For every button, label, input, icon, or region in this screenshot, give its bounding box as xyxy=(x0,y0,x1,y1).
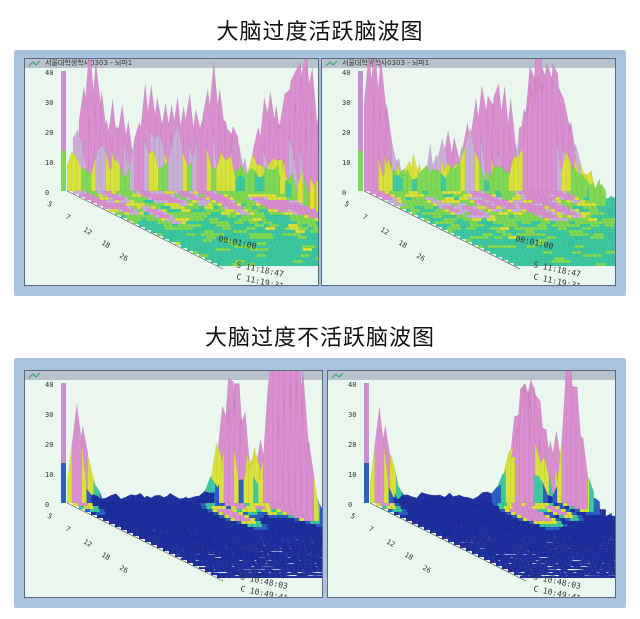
channel-tick-label: 5 xyxy=(46,200,54,209)
z-axis-bar-low xyxy=(61,463,66,503)
channel-tick-label: 7 xyxy=(367,525,375,534)
section-title-active: 大脑过度活跃脑波图 xyxy=(216,20,424,45)
channel-tick-label: 7 xyxy=(64,525,72,534)
channel-tick-label: 26 xyxy=(118,252,129,263)
eeg-window-icon xyxy=(325,60,338,67)
z-axis-bar xyxy=(364,383,369,503)
eeg-window-active-right[interactable]: 서울대학생학사0303 - 뇌파1 40 30 20 10 0 5 7 12 18 26 00:01… xyxy=(321,58,616,286)
y-tick-label: 30 xyxy=(342,99,350,107)
channel-tick-label: 5 xyxy=(343,200,351,209)
eeg-surface xyxy=(369,371,615,579)
channel-tick-label: 5 xyxy=(349,512,357,521)
y-tick-label: 10 xyxy=(348,471,356,479)
z-axis-bar-low xyxy=(61,151,66,191)
y-tick-label: 0 xyxy=(342,189,346,197)
y-tick-label: 20 xyxy=(348,441,356,449)
eeg-surface xyxy=(363,59,615,267)
eeg-window-icon xyxy=(331,372,344,379)
y-tick-label: 0 xyxy=(45,501,49,509)
z-axis-bar xyxy=(61,71,66,191)
channel-tick-label: 18 xyxy=(403,551,414,562)
channel-tick-label: 12 xyxy=(82,538,93,549)
y-tick-label: 0 xyxy=(45,189,49,197)
y-tick-label: 40 xyxy=(45,381,53,389)
y-tick-label: 20 xyxy=(342,129,350,137)
eeg-window-icon xyxy=(28,372,41,379)
z-axis-bar xyxy=(358,71,363,191)
y-tick-label: 30 xyxy=(45,99,53,107)
channel-tick-label: 5 xyxy=(46,512,54,521)
channel-tick-label: 18 xyxy=(100,551,111,562)
z-axis-bar-low xyxy=(364,463,369,503)
y-tick-label: 40 xyxy=(342,69,350,77)
channel-tick-label: 18 xyxy=(397,239,408,250)
y-tick-label: 10 xyxy=(45,159,53,167)
inactive-eeg-panel: 40 30 20 10 0 5 7 12 18 26 S 10:48:03 C 10:49:41 40… xyxy=(14,358,626,608)
y-tick-label: 30 xyxy=(348,411,356,419)
eeg-window-inactive-right[interactable]: 40 30 20 10 0 5 7 12 18 26 S 10:48:03 C 10:49:41 xyxy=(327,370,616,598)
y-tick-label: 0 xyxy=(348,501,352,509)
y-tick-label: 20 xyxy=(45,129,53,137)
eeg-surface xyxy=(66,371,322,579)
y-tick-label: 10 xyxy=(45,471,53,479)
y-tick-label: 10 xyxy=(342,159,350,167)
eeg-surface xyxy=(66,59,318,267)
window-titlebar xyxy=(25,371,322,380)
y-tick-label: 20 xyxy=(45,441,53,449)
eeg-window-inactive-left[interactable]: 40 30 20 10 0 5 7 12 18 26 S 10:48:03 C 10:49:41 xyxy=(24,370,323,598)
z-axis-bar xyxy=(61,383,66,503)
channel-tick-label: 7 xyxy=(64,213,72,222)
section-title-inactive: 大脑过度不活跃脑波图 xyxy=(204,326,435,351)
channel-tick-label: 12 xyxy=(379,226,390,237)
channel-tick-label: 26 xyxy=(118,564,129,575)
channel-tick-label: 12 xyxy=(385,538,396,549)
y-tick-label: 40 xyxy=(348,381,356,389)
eeg-window-icon xyxy=(28,60,41,67)
eeg-window-active-left[interactable]: 서울대학생학사0303 - 뇌파1 40 30 20 10 0 5 7 12 18 26 00:01… xyxy=(24,58,319,286)
channel-tick-label: 12 xyxy=(82,226,93,237)
channel-tick-label: 18 xyxy=(100,239,111,250)
channel-tick-label: 7 xyxy=(361,213,369,222)
channel-tick-label: 26 xyxy=(415,252,426,263)
window-titlebar xyxy=(328,371,615,380)
channel-tick-label: 26 xyxy=(421,564,432,575)
window-titlebar: 서울대학생학사0303 - 뇌파1 xyxy=(322,59,615,68)
active-eeg-panel: 서울대학생학사0303 - 뇌파1 40 30 20 10 0 5 7 12 18 26 00:01… xyxy=(14,50,626,296)
z-axis-bar-low xyxy=(358,151,363,191)
y-tick-label: 30 xyxy=(45,411,53,419)
y-tick-label: 40 xyxy=(45,69,53,77)
plot-axes: 40 30 20 10 0 5 7 12 18 26 xyxy=(45,381,224,582)
